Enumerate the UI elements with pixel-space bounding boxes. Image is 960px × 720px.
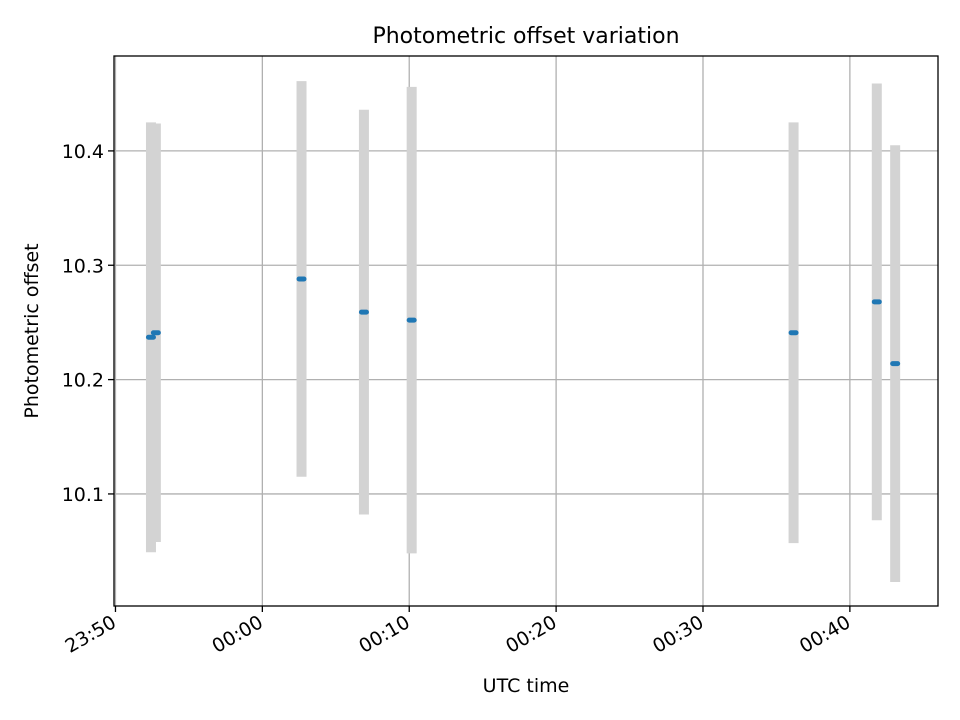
- x-axis-label: UTC time: [483, 675, 570, 697]
- y-tick-label: 10.2: [62, 370, 104, 392]
- data-point: [871, 299, 882, 305]
- data-point: [296, 276, 307, 282]
- y-tick-label: 10.4: [62, 141, 104, 163]
- data-point: [145, 334, 156, 340]
- data-point: [406, 317, 417, 323]
- data-point: [788, 330, 799, 336]
- data-points: [145, 276, 901, 367]
- chart-title: Photometric offset variation: [372, 24, 679, 49]
- data-point: [358, 309, 369, 315]
- data-point: [890, 361, 901, 367]
- y-axis-label: Photometric offset: [21, 243, 43, 418]
- plot-frame: [113, 55, 939, 607]
- data-point: [150, 330, 161, 336]
- y-tick-label: 10.1: [62, 484, 104, 506]
- y-tick-label: 10.3: [62, 255, 104, 277]
